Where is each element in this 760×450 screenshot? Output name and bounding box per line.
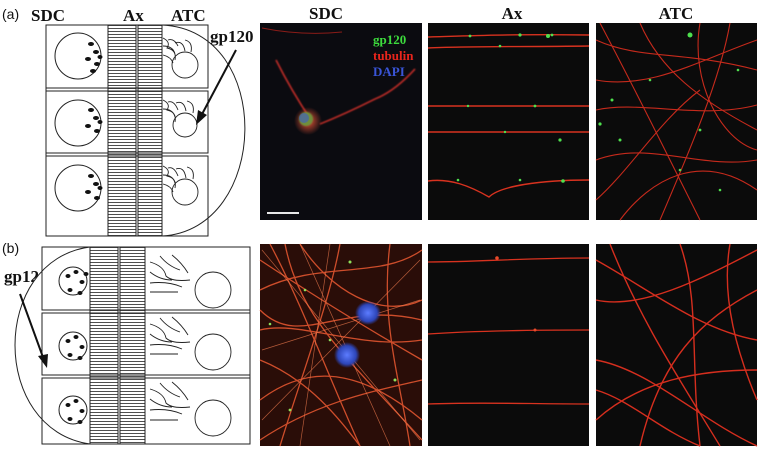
legend-tubulin: tubulin <box>373 48 414 63</box>
diagram-a-label-atc: ATC <box>171 6 206 25</box>
microgroove-b-right <box>119 246 146 445</box>
gp120-arrowhead-a <box>196 110 207 125</box>
legend-dapi: DAPI <box>373 64 405 79</box>
legend-gp120: gp120 <box>373 32 406 47</box>
virus-particles <box>85 42 103 200</box>
gp120-arrow-b <box>19 293 45 361</box>
micrograph-a-sdc: gp120 tubulin DAPI <box>260 23 422 220</box>
diagram-a-label-sdc: SDC <box>31 6 65 25</box>
diagram-a-label-gp120: gp120 <box>210 27 253 46</box>
microgroove-b-left <box>89 246 119 445</box>
panel-a-diagram: (a) SDC Ax ATC gp120 <box>2 6 253 237</box>
micrograph-a-atc <box>595 22 758 221</box>
micrograph-b-ax <box>427 244 590 446</box>
panel-a-label: (a) <box>2 6 19 22</box>
microgroove-right <box>137 24 163 237</box>
diagram-a-label-ax: Ax <box>123 6 144 25</box>
microgroove-left <box>107 24 137 237</box>
virus-particles-b <box>65 270 89 424</box>
sdc-neurons-b <box>58 266 88 425</box>
header-atc: ATC <box>659 4 694 23</box>
scale-bar <box>267 212 299 214</box>
micrograph-a-ax <box>427 23 590 220</box>
gp120-arrow-a <box>199 49 237 119</box>
micrograph-b-atc <box>595 243 758 447</box>
atc-neurons-b <box>149 254 232 437</box>
micrograph-b-sdc <box>259 243 423 447</box>
atc-neurons <box>162 37 199 206</box>
panel-b-diagram: (b) gp120 <box>2 240 251 445</box>
header-ax: Ax <box>502 4 523 23</box>
header-sdc: SDC <box>309 4 343 23</box>
panel-b-label: (b) <box>2 240 19 256</box>
gp120-arrowhead-b <box>38 354 48 368</box>
